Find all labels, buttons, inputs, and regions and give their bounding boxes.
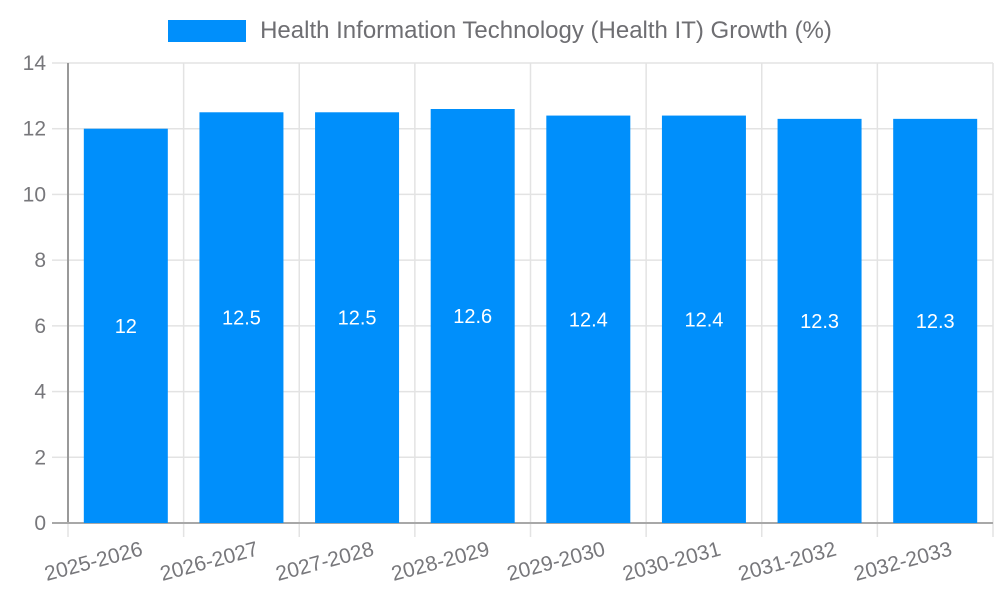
legend-swatch (168, 20, 247, 42)
x-axis-label: 2030-2031 (620, 538, 723, 586)
bar[interactable] (315, 112, 400, 524)
x-axis-label: 2029-2030 (505, 538, 608, 586)
bar[interactable] (661, 115, 746, 524)
bar-value-label: 12.4 (569, 309, 608, 331)
y-axis-label: 4 (34, 381, 46, 404)
bar-value-label: 12.3 (800, 311, 839, 333)
bar[interactable] (777, 118, 862, 523)
y-axis-label: 6 (34, 315, 46, 338)
bar[interactable] (83, 128, 168, 523)
bar-value-label: 12.5 (338, 308, 377, 330)
y-axis-label: 2 (34, 446, 46, 469)
legend-item[interactable]: Health Information Technology (Health IT… (0, 16, 1000, 46)
bar-value-label: 12.3 (916, 311, 955, 333)
y-axis-label: 12 (23, 118, 46, 141)
bar[interactable] (199, 112, 284, 524)
bar[interactable] (430, 109, 515, 523)
x-axis-label: 2025-2026 (42, 538, 145, 586)
x-axis-label: 2031-2032 (736, 538, 839, 586)
bar-value-label: 12 (115, 316, 137, 338)
x-axis-label: 2028-2029 (389, 538, 492, 586)
y-axis-label: 14 (23, 52, 47, 75)
x-axis-label: 2032-2033 (852, 538, 955, 586)
legend-label: Health Information Technology (Health IT… (260, 17, 832, 44)
bar-value-label: 12.4 (684, 309, 723, 331)
y-axis-label: 0 (34, 512, 46, 535)
y-axis-label: 8 (34, 249, 46, 272)
x-axis-label: 2027-2028 (273, 538, 376, 586)
bar-value-label: 12.6 (453, 306, 492, 328)
y-axis-label: 10 (23, 183, 46, 206)
x-axis-label: 2026-2027 (158, 538, 261, 586)
bar[interactable] (546, 115, 631, 524)
bar-value-label: 12.5 (222, 308, 261, 330)
bar[interactable] (893, 118, 978, 523)
